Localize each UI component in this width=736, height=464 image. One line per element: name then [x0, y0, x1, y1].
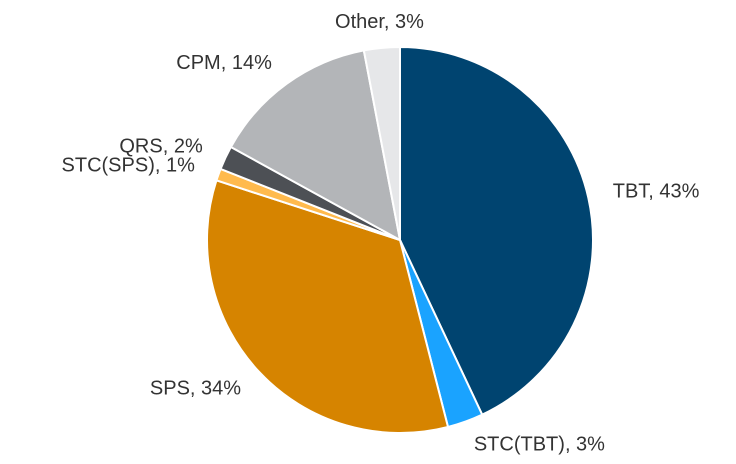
pie-slice	[399, 45, 594, 416]
slice-label: CPM, 14%	[176, 52, 272, 74]
pie-slice	[229, 49, 402, 242]
slice-label: QRS, 2%	[119, 135, 203, 157]
slice-label: STC(SPS), 1%	[62, 154, 196, 176]
slice-label: SPS, 34%	[150, 378, 241, 400]
slice-label: Other, 3%	[335, 11, 424, 33]
slice-label: TBT, 43%	[613, 181, 700, 203]
pie-slice	[206, 179, 450, 434]
slice-label: STC(TBT), 3%	[474, 433, 605, 455]
pie-slice	[362, 45, 401, 241]
